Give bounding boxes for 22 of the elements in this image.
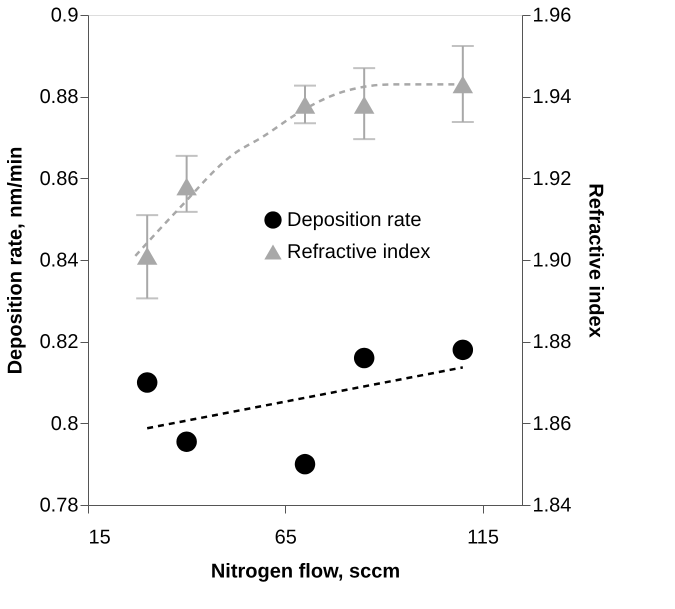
y2-axis-title: Refractive index — [584, 183, 606, 338]
y-tick-label: 0.84 — [40, 250, 78, 272]
y-axis-title: Deposition rate, nm/min — [4, 146, 27, 374]
x-axis-title: Nitrogen flow, sccm — [210, 560, 400, 582]
legend-label: Refractive index — [287, 241, 430, 263]
y2-tick-label: 1.92 — [532, 168, 572, 190]
y-tick-label: 0.86 — [40, 168, 78, 190]
y-tick-label: 0.82 — [40, 331, 78, 354]
y2-tick-label: 1.90 — [532, 250, 572, 272]
y2-tick-label: 1.86 — [532, 412, 572, 435]
y-tick-label: 0.8 — [50, 412, 78, 435]
y2-tick-label: 1.84 — [532, 494, 572, 516]
legend-label: Deposition rate — [287, 209, 422, 231]
y2-tick-label: 1.94 — [532, 86, 572, 108]
y2-tick-label: 1.96 — [532, 4, 572, 26]
x-tick-label: 15 — [88, 526, 111, 548]
x-tick-label: 65 — [274, 526, 297, 548]
y-tick-label: 0.9 — [50, 4, 78, 26]
y-tick-label: 0.78 — [40, 494, 78, 516]
x-tick-label: 115 — [467, 526, 499, 548]
y2-tick-label: 1.88 — [532, 331, 572, 354]
y-tick-label: 0.88 — [40, 86, 78, 108]
